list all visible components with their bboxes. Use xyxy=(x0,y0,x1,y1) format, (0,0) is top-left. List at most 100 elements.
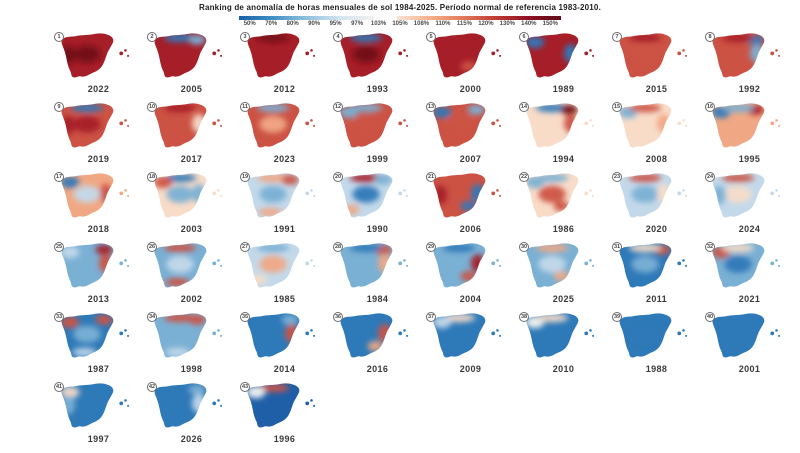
rank-badge: 30 xyxy=(519,242,529,252)
spain-map xyxy=(247,103,315,148)
balearic-island-dot xyxy=(309,329,313,332)
balearic-island-dot xyxy=(123,49,127,52)
balearic-island-dot xyxy=(676,261,681,266)
year-label: 1989 xyxy=(552,84,575,94)
year-label: 2020 xyxy=(645,224,668,234)
map-cell: 16 1995 xyxy=(703,99,796,169)
rank-badge: 11 xyxy=(240,102,250,112)
balearic-island-dot xyxy=(126,404,129,407)
spain-map xyxy=(619,243,687,288)
year-label: 1991 xyxy=(273,224,296,234)
balearic-island-dot xyxy=(591,264,594,267)
balearic-island-dot xyxy=(769,261,774,266)
spain-map xyxy=(61,103,129,148)
map-cell: 3 2012 xyxy=(238,29,331,99)
balearic-island-dot xyxy=(402,189,406,192)
spain-map xyxy=(619,173,687,218)
year-label: 1985 xyxy=(273,294,296,304)
year-label: 2005 xyxy=(180,84,203,94)
spain-map xyxy=(61,383,129,428)
balearic-island-dot xyxy=(490,261,495,266)
balearic-island-dot xyxy=(681,49,685,52)
legend-tick-label: 140% xyxy=(521,21,537,27)
rank-badge: 8 xyxy=(705,32,715,42)
balearic-island-dot xyxy=(123,189,127,192)
balearic-island-dot xyxy=(405,194,408,197)
map-cell: 20 1990 xyxy=(331,169,424,239)
balearic-island-dot xyxy=(684,54,687,57)
rank-badge: 17 xyxy=(54,172,64,182)
year-label: 2014 xyxy=(273,364,296,374)
balearic-island-dot xyxy=(397,261,402,266)
balearic-island-dot xyxy=(312,54,315,57)
balearic-island-dot xyxy=(402,119,406,122)
balearic-island-dot xyxy=(309,259,313,262)
balearic-island-dot xyxy=(118,51,123,56)
balearic-island-dot xyxy=(583,331,588,336)
rank-badge: 9 xyxy=(54,102,64,112)
balearic-island-dot xyxy=(397,51,402,56)
rank-badge: 41 xyxy=(54,382,64,392)
balearic-island-dot xyxy=(405,264,408,267)
rank-badge: 20 xyxy=(333,172,343,182)
legend-tick-label: 90% xyxy=(308,21,321,27)
balearic-island-dot xyxy=(681,119,685,122)
year-label: 2015 xyxy=(645,84,668,94)
rank-badge: 15 xyxy=(612,102,622,112)
legend-blue-gradient xyxy=(239,16,375,20)
balearic-island-dot xyxy=(312,124,315,127)
spain-map xyxy=(154,173,222,218)
balearic-island-dot xyxy=(405,334,408,337)
balearic-island-dot xyxy=(118,331,123,336)
legend-tick-label: 108% xyxy=(413,21,430,27)
balearic-island-dot xyxy=(490,191,495,196)
balearic-island-dot xyxy=(402,329,406,332)
legend-tick-label: 150% xyxy=(542,21,558,27)
rank-badge: 32 xyxy=(705,242,715,252)
map-cell: 6 1989 xyxy=(517,29,610,99)
map-cell: 22 1986 xyxy=(517,169,610,239)
map-cell: 33 1987 xyxy=(52,309,145,379)
rank-badge: 25 xyxy=(54,242,64,252)
rank-badge: 31 xyxy=(612,242,622,252)
balearic-island-dot xyxy=(304,121,309,126)
year-label: 1986 xyxy=(552,224,575,234)
year-label: 2019 xyxy=(87,154,110,164)
legend-tick-label: 120% xyxy=(478,21,494,27)
balearic-island-dot xyxy=(312,334,315,337)
spain-map xyxy=(61,313,129,358)
balearic-island-dot xyxy=(490,331,495,336)
map-cell: 14 1994 xyxy=(517,99,610,169)
map-cell: 41 1997 xyxy=(52,379,145,449)
rank-badge: 19 xyxy=(240,172,250,182)
balearic-island-dot xyxy=(309,189,313,192)
year-label: 2013 xyxy=(87,294,110,304)
year-label: 2022 xyxy=(87,84,110,94)
spain-map xyxy=(433,103,501,148)
balearic-island-dot xyxy=(774,49,778,52)
map-cell: 32 2021 xyxy=(703,239,796,309)
legend-gradient-bar xyxy=(239,16,561,20)
year-label: 2016 xyxy=(366,364,389,374)
spain-map xyxy=(619,313,687,358)
balearic-island-dot xyxy=(309,399,313,402)
rank-badge: 22 xyxy=(519,172,529,182)
map-cell: 10 2017 xyxy=(145,99,238,169)
map-cell: 23 2020 xyxy=(610,169,703,239)
balearic-island-dot xyxy=(118,191,123,196)
balearic-island-dot xyxy=(216,119,220,122)
map-cell: 12 1999 xyxy=(331,99,424,169)
spain-map xyxy=(526,243,594,288)
year-label: 2000 xyxy=(459,84,482,94)
spain-map xyxy=(247,383,315,428)
map-cell: 42 2026 xyxy=(145,379,238,449)
balearic-island-dot xyxy=(774,189,778,192)
balearic-island-dot xyxy=(591,124,594,127)
legend-tick-label: 105% xyxy=(392,21,408,27)
balearic-island-dot xyxy=(774,119,778,122)
balearic-island-dot xyxy=(684,334,687,337)
map-cell: 34 1998 xyxy=(145,309,238,379)
year-label: 2007 xyxy=(459,154,482,164)
legend-tick-label: 80% xyxy=(286,21,299,27)
